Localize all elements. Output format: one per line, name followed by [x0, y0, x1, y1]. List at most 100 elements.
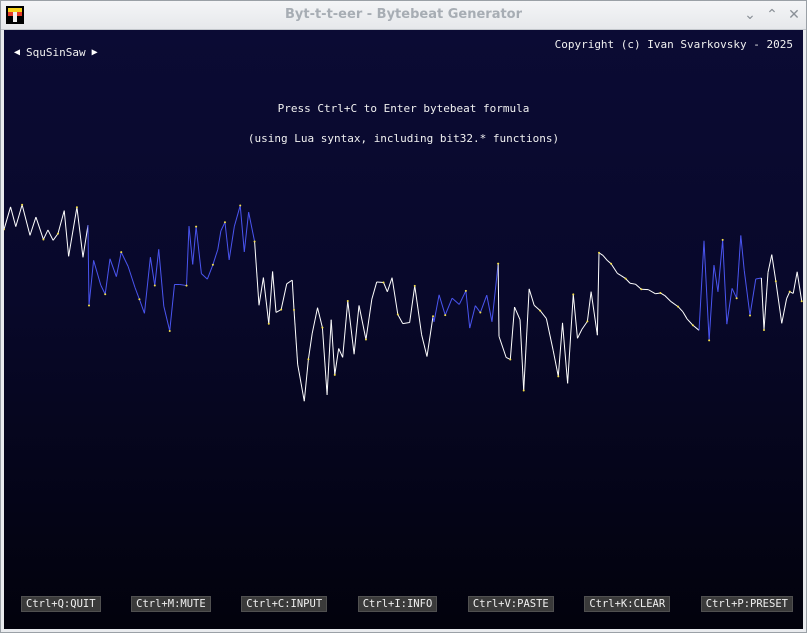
wave-segment	[458, 290, 467, 305]
wave-segment	[338, 348, 344, 358]
title-bar[interactable]: Byt-t-t-eer - Bytebeat Generator ⌄ ⌃ ✕	[1, 1, 806, 30]
wave-segment	[391, 277, 399, 315]
next-preset-icon[interactable]: ▶	[91, 47, 98, 58]
wave-segment	[586, 291, 592, 322]
wave-segment	[10, 206, 17, 227]
wave-segment	[497, 263, 500, 337]
wave-segment	[402, 322, 410, 325]
wave-peak-dot	[557, 375, 560, 378]
wave-peak-dot	[195, 225, 198, 228]
wave-peak-dot	[610, 262, 613, 265]
wave-peak-dot	[364, 338, 367, 341]
wave-segment	[224, 222, 230, 260]
wave-segment	[528, 288, 535, 306]
wave-segment	[514, 306, 521, 320]
wave-segment	[63, 210, 70, 257]
minimize-icon[interactable]: ⌄	[744, 7, 756, 23]
wave-segment	[539, 310, 547, 319]
wave-peak-dot	[168, 329, 171, 332]
wave-segment	[545, 318, 554, 352]
wave-peak-dot	[21, 203, 24, 206]
wave-peak-dot	[153, 284, 156, 287]
wave-segment	[291, 280, 295, 310]
close-icon[interactable]: ✕	[788, 7, 800, 23]
shortcut-bar: Ctrl+Q:QUIT Ctrl+M:MUTE Ctrl+C:INPUT Ctr…	[21, 596, 793, 612]
waveform	[4, 203, 803, 402]
wave-segment	[786, 291, 791, 299]
wave-segment	[771, 254, 777, 282]
wave-segment	[307, 333, 313, 360]
wave-segment	[52, 233, 59, 241]
wave-segment	[120, 251, 129, 267]
wave-segment	[68, 207, 78, 257]
wave-peak-dot	[539, 309, 542, 312]
wave-segment	[248, 212, 256, 242]
wave-segment	[21, 204, 31, 236]
wave-segment	[703, 240, 710, 341]
wave-segment	[330, 319, 336, 375]
wave-segment	[342, 300, 349, 358]
wave-segment	[474, 305, 481, 313]
preset-button[interactable]: Ctrl+P:PRESET	[700, 596, 793, 612]
wave-segment	[760, 277, 765, 330]
wave-peak-dot	[624, 277, 627, 280]
wave-segment	[469, 305, 476, 329]
wave-segment	[465, 290, 471, 329]
wave-segment	[158, 249, 165, 307]
wave-peak-dot	[748, 314, 751, 317]
wave-peak-dot	[586, 320, 589, 323]
wave-segment	[557, 322, 564, 377]
wave-segment	[433, 294, 440, 323]
preset-name: SquSinSaw	[26, 46, 86, 59]
wave-peak-dot	[333, 373, 336, 376]
wave-segment	[509, 306, 516, 360]
wave-segment	[686, 318, 694, 326]
wave-segment	[42, 229, 49, 240]
visualizer-canvas[interactable]: ◀ SquSinSaw ▶ Copyright (c) Ivan Svarkov…	[4, 30, 803, 629]
mute-button[interactable]: Ctrl+M:MUTE	[131, 596, 211, 612]
wave-segment	[617, 272, 622, 276]
wave-segment	[195, 226, 202, 274]
wave-segment	[708, 265, 715, 341]
wave-segment	[479, 294, 488, 313]
prompt-line-2: (using Lua syntax, including bit32.* fun…	[247, 132, 560, 145]
wave-peak-dot	[774, 280, 777, 283]
prev-preset-icon[interactable]: ◀	[14, 47, 21, 58]
wave-segment	[188, 226, 194, 265]
wave-segment	[763, 272, 769, 330]
wave-segment	[552, 350, 559, 377]
wave-segment	[523, 288, 530, 391]
wave-segment	[792, 271, 798, 294]
wave-peak-dot	[413, 284, 416, 287]
wave-segment	[486, 295, 493, 322]
wave-segment	[438, 294, 446, 316]
input-button[interactable]: Ctrl+C:INPUT	[241, 596, 328, 612]
wave-peak-dot	[293, 308, 295, 311]
wave-segment	[572, 294, 578, 339]
wave-segment	[321, 327, 328, 395]
wave-peak-dot	[464, 289, 467, 292]
wave-segment	[47, 229, 54, 241]
wave-segment	[426, 316, 434, 357]
wave-segment	[149, 257, 156, 286]
clear-button[interactable]: Ctrl+K:CLEAR	[584, 596, 671, 612]
wave-segment	[258, 277, 264, 306]
wave-peak-dot	[598, 251, 600, 254]
wave-segment	[115, 252, 122, 277]
wave-peak-dot	[640, 288, 643, 291]
wave-segment	[57, 210, 65, 234]
wave-segment	[682, 311, 688, 320]
wave-peak-dot	[509, 358, 512, 361]
quit-button[interactable]: Ctrl+Q:QUIT	[21, 596, 101, 612]
wave-segment	[217, 230, 222, 250]
paste-button[interactable]: Ctrl+V:PASTE	[467, 596, 554, 612]
wave-peak-dot	[721, 238, 724, 241]
wave-segment	[577, 329, 583, 339]
maximize-icon[interactable]: ⌃	[766, 7, 778, 23]
wave-segment	[201, 273, 208, 280]
info-button[interactable]: Ctrl+I:INFO	[357, 596, 438, 612]
wave-segment	[692, 324, 700, 331]
wave-segment	[127, 266, 136, 288]
wave-peak-dot	[763, 328, 765, 331]
wave-peak-dot	[800, 300, 803, 303]
